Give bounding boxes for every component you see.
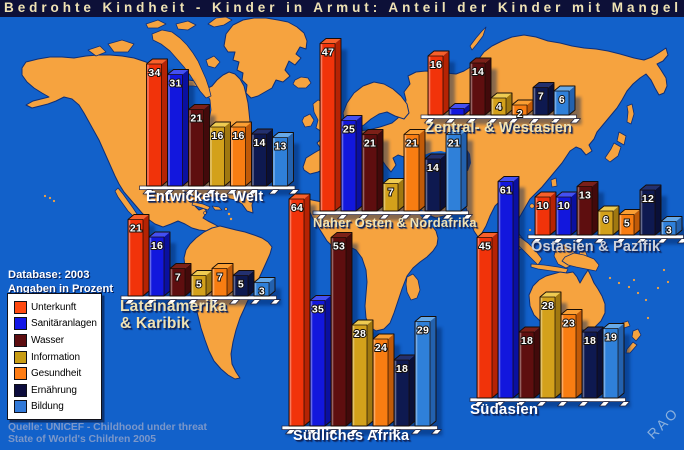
svg-text:25: 25 <box>343 124 355 136</box>
svg-text:18: 18 <box>521 335 533 347</box>
svg-text:7: 7 <box>538 91 544 103</box>
svg-text:18: 18 <box>396 363 408 375</box>
svg-text:5: 5 <box>238 279 244 291</box>
svg-text:7: 7 <box>175 272 181 284</box>
svg-text:18: 18 <box>584 335 596 347</box>
svg-text:16: 16 <box>151 240 163 252</box>
svg-text:16: 16 <box>211 130 223 142</box>
svg-text:6: 6 <box>603 214 609 226</box>
svg-text:7: 7 <box>217 272 223 284</box>
svg-text:3: 3 <box>666 225 672 237</box>
svg-text:28: 28 <box>354 328 366 340</box>
svg-text:21: 21 <box>130 223 142 235</box>
svg-text:47: 47 <box>322 47 334 59</box>
svg-text:31: 31 <box>169 78 181 90</box>
svg-text:45: 45 <box>479 241 491 253</box>
svg-text:13: 13 <box>274 141 286 153</box>
svg-text:2: 2 <box>517 108 523 120</box>
svg-text:34: 34 <box>148 67 160 79</box>
svg-text:7: 7 <box>388 187 394 199</box>
svg-text:21: 21 <box>190 113 202 125</box>
svg-text:5: 5 <box>196 279 202 291</box>
svg-text:4: 4 <box>496 101 502 113</box>
svg-text:53: 53 <box>333 241 345 253</box>
svg-text:16: 16 <box>232 130 244 142</box>
svg-text:14: 14 <box>427 162 439 174</box>
svg-text:21: 21 <box>448 138 460 150</box>
svg-text:21: 21 <box>406 138 418 150</box>
svg-text:61: 61 <box>500 185 512 197</box>
svg-text:14: 14 <box>253 137 265 149</box>
svg-text:12: 12 <box>642 193 654 205</box>
svg-text:24: 24 <box>375 342 387 354</box>
svg-text:64: 64 <box>291 202 303 214</box>
svg-text:14: 14 <box>472 66 484 78</box>
svg-text:13: 13 <box>579 190 591 202</box>
svg-text:5: 5 <box>624 218 630 230</box>
svg-text:35: 35 <box>312 304 324 316</box>
svg-text:28: 28 <box>542 300 554 312</box>
svg-text:3: 3 <box>259 286 265 298</box>
svg-text:16: 16 <box>430 59 442 71</box>
svg-text:19: 19 <box>605 332 617 344</box>
svg-text:23: 23 <box>563 318 575 330</box>
svg-text:29: 29 <box>417 325 429 337</box>
svg-text:10: 10 <box>537 200 549 212</box>
svg-text:21: 21 <box>364 138 376 150</box>
svg-text:10: 10 <box>558 200 570 212</box>
svg-text:6: 6 <box>559 94 565 106</box>
